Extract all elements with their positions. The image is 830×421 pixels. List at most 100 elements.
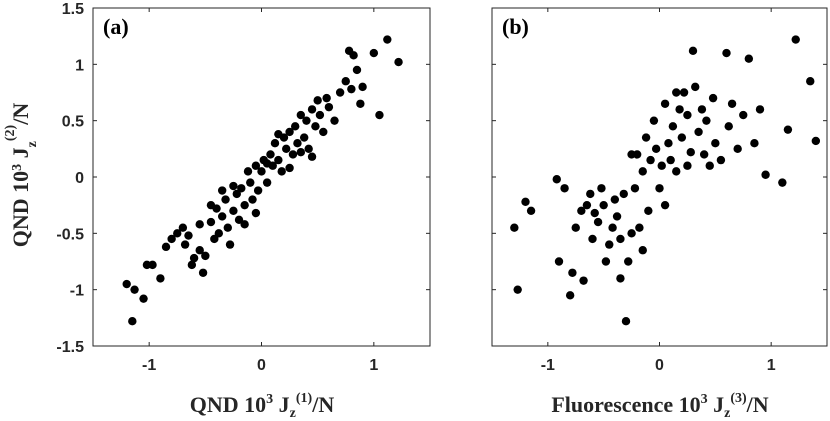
panel-a-data-point bbox=[246, 178, 255, 187]
panel-a-xlabel-sub: z bbox=[290, 406, 296, 421]
panel-a-data-point bbox=[187, 260, 197, 270]
panel-a-data-point bbox=[240, 200, 249, 210]
panel-b-data-point bbox=[597, 184, 606, 193]
panel-b-data-point bbox=[630, 184, 640, 193]
panel-b-data-point bbox=[610, 195, 620, 204]
panel-b-data-point bbox=[638, 246, 647, 255]
panel-b-xlabel-exp: 3 bbox=[701, 392, 708, 407]
panel-a-x-tick-label: -1 bbox=[142, 357, 156, 374]
panel-a-xlabel-j: J bbox=[273, 392, 290, 417]
panel-b-data-point bbox=[526, 206, 536, 215]
panel-a-data-point bbox=[341, 77, 350, 86]
panel-a-y-tick-label: 1 bbox=[75, 57, 84, 74]
panel-a-data-point bbox=[319, 127, 328, 137]
panel-a-data-point bbox=[229, 206, 238, 215]
panel-a-x-tick-label: 0 bbox=[257, 357, 266, 374]
panel-a-data-point bbox=[156, 274, 165, 283]
panel-a-data-point bbox=[313, 96, 322, 105]
panel-a-data-point bbox=[394, 57, 403, 67]
panel-b-x-tick-label: 1 bbox=[767, 357, 776, 374]
panel-a-x-tick-label: 1 bbox=[369, 357, 378, 374]
panel-a-data-point bbox=[229, 181, 238, 191]
panel-b-data-point bbox=[616, 274, 625, 283]
panel-a-data-point bbox=[253, 186, 263, 195]
panel-b-data-point bbox=[588, 234, 597, 244]
panel-b-data-point bbox=[778, 178, 787, 187]
y-axis-title-sub: z bbox=[25, 141, 40, 147]
panel-b-data-point bbox=[668, 122, 678, 131]
panel-b-data-point bbox=[675, 105, 684, 114]
panel-b-data-point bbox=[638, 167, 647, 176]
panel-b-data-point bbox=[554, 257, 564, 266]
panel-a-data-point bbox=[347, 84, 356, 94]
panel-b-data-point bbox=[612, 212, 622, 221]
panel-a-y-tick-label: -1.5 bbox=[56, 339, 84, 356]
panel-b-data-point bbox=[510, 223, 519, 232]
panel-a-data-point bbox=[375, 110, 384, 120]
panel-b-data-point bbox=[627, 150, 636, 159]
panel-b-data-point bbox=[755, 105, 765, 114]
panel-b-data-point bbox=[688, 46, 698, 56]
panel-a-data-point bbox=[148, 260, 157, 270]
panel-b-data-point bbox=[664, 139, 673, 148]
panel-b-data-point bbox=[750, 139, 759, 148]
panel-b-data-point bbox=[586, 189, 595, 199]
panel-a-data-point bbox=[285, 163, 294, 173]
panel-a-data-point bbox=[291, 122, 300, 131]
panel-a-data-point bbox=[352, 65, 362, 75]
panel-a-y-tick-label: -1 bbox=[70, 283, 84, 300]
panel-b-data-point bbox=[608, 223, 617, 232]
panel-a-data-point bbox=[139, 294, 148, 303]
panel-b-data-point bbox=[711, 139, 720, 148]
panel-b-x-tick-label: 0 bbox=[655, 357, 664, 374]
panel-a-data-point bbox=[307, 152, 317, 161]
panel-a-data-point bbox=[210, 234, 219, 244]
panel-b-data-point bbox=[601, 257, 611, 266]
panel-a-data-point bbox=[221, 195, 230, 204]
panel-a-data-point bbox=[296, 110, 306, 120]
panel-a-data-point bbox=[180, 240, 190, 249]
panel-a-data-point bbox=[201, 251, 210, 261]
panel-a-data-point bbox=[122, 279, 131, 289]
panel-b-data-point bbox=[708, 93, 718, 103]
panel-b-data-point bbox=[733, 144, 742, 154]
panel-b-frame bbox=[491, 7, 828, 347]
panel-a-data-point bbox=[274, 155, 283, 165]
y-axis-title-tail: /N bbox=[8, 103, 33, 126]
panel-a-x-axis-title: QND 103 Jz(1)/N bbox=[190, 391, 335, 421]
panel-a-data-point bbox=[302, 116, 311, 125]
panel-b-data-point bbox=[691, 82, 700, 92]
panel-a-data-point bbox=[195, 246, 204, 255]
panel-b-data-point bbox=[744, 54, 754, 63]
panel-b-ticks: -1 0 1 bbox=[492, 7, 827, 374]
panel-a-points bbox=[122, 35, 403, 326]
panel-a-data-point bbox=[307, 105, 317, 114]
panel-b-data-point bbox=[655, 184, 664, 193]
panel-b-data-point bbox=[672, 88, 681, 97]
panel-b-data-point bbox=[579, 276, 588, 285]
panel-a-data-point bbox=[324, 102, 334, 112]
panel-b-x-axis-title: Fluorescence 103 Jz(3)/N bbox=[551, 391, 768, 421]
panel-a-data-point bbox=[383, 35, 392, 44]
panel-a-data-point bbox=[356, 99, 365, 108]
panel-a-data-point bbox=[243, 167, 253, 176]
panel-a-data-point bbox=[217, 212, 227, 221]
panel-b-xlabel-main: Fluorescence 10 bbox=[551, 392, 700, 417]
panel-b-data-point bbox=[739, 110, 748, 120]
panel-b-data-point bbox=[657, 161, 666, 170]
panel-b: (b) -1 0 1 Fluorescence 103 Jz(3)/N bbox=[491, 7, 828, 421]
panel-a-data-point bbox=[251, 208, 261, 218]
panel-a: (a) -1 0 1 -1.5 -1 -0.5 0 0.5 1 1.5 QND 103 Jz(1)… bbox=[56, 1, 431, 421]
panel-b-xlabel-sub: z bbox=[724, 406, 730, 421]
panel-a-data-point bbox=[225, 240, 235, 249]
panel-a-xlabel-exp: 3 bbox=[266, 392, 273, 407]
panel-a-data-point bbox=[173, 229, 182, 238]
panel-b-data-point bbox=[651, 144, 661, 154]
panel-b-data-point bbox=[724, 122, 733, 131]
panel-b-data-point bbox=[705, 161, 714, 170]
panel-a-y-tick-label: -0.5 bbox=[56, 226, 84, 243]
panel-a-data-point bbox=[248, 195, 257, 204]
panel-a-data-point bbox=[161, 242, 171, 252]
panel-b-data-point bbox=[582, 200, 592, 210]
panel-b-data-point bbox=[644, 206, 653, 215]
